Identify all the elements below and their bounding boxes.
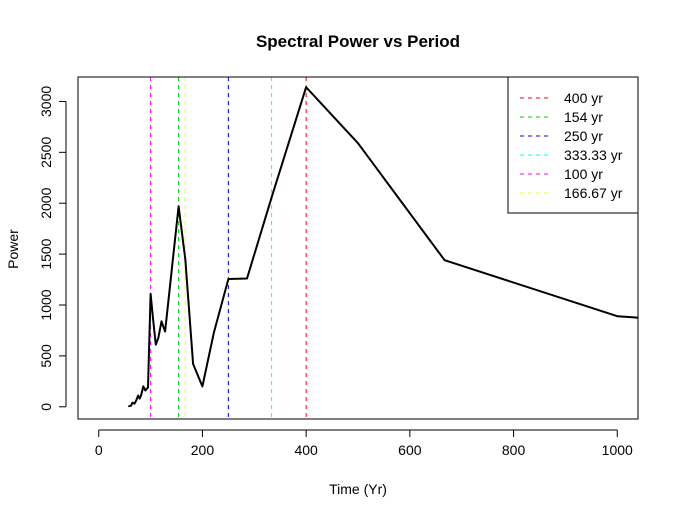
chart-title: Spectral Power vs Period	[256, 32, 460, 51]
y-axis-label: Power	[5, 229, 21, 269]
y-tick-label-5: 2500	[38, 137, 54, 168]
y-tick-label-6: 3000	[38, 86, 54, 117]
legend-label-3: 333.33 yr	[564, 147, 623, 163]
x-axis-label: Time (Yr)	[329, 481, 387, 497]
series-line-0	[128, 86, 639, 408]
data-series	[128, 86, 639, 408]
y-tick-label-4: 2000	[38, 187, 54, 218]
legend-box	[507, 76, 639, 214]
axes: 0 200 400 600 800 1000 0 500 1000 1500 2000 2500 300…	[38, 86, 633, 458]
x-tick-label-3: 600	[398, 442, 422, 458]
x-tick-label-1: 200	[191, 442, 215, 458]
x-tick-label-2: 400	[294, 442, 318, 458]
y-tick-label-3: 1500	[38, 238, 54, 269]
y-tick-label-0: 0	[38, 403, 54, 411]
legend: 400 yr 154 yr 250 yr 333.33 yr 100 yr 166.67 …	[507, 76, 639, 214]
x-tick-label-0: 0	[95, 442, 103, 458]
y-tick-label-1: 500	[38, 344, 54, 368]
x-tick-label-4: 800	[502, 442, 526, 458]
legend-label-5: 166.67 yr	[564, 185, 623, 201]
legend-label-2: 250 yr	[564, 128, 603, 144]
plot-frame	[77, 76, 639, 420]
legend-label-1: 154 yr	[564, 109, 603, 125]
legend-label-0: 400 yr	[564, 90, 603, 106]
reference-lines	[150, 77, 307, 419]
legend-label-4: 100 yr	[564, 166, 603, 182]
y-tick-label-2: 1000	[38, 289, 54, 320]
x-tick-label-5: 1000	[602, 442, 633, 458]
